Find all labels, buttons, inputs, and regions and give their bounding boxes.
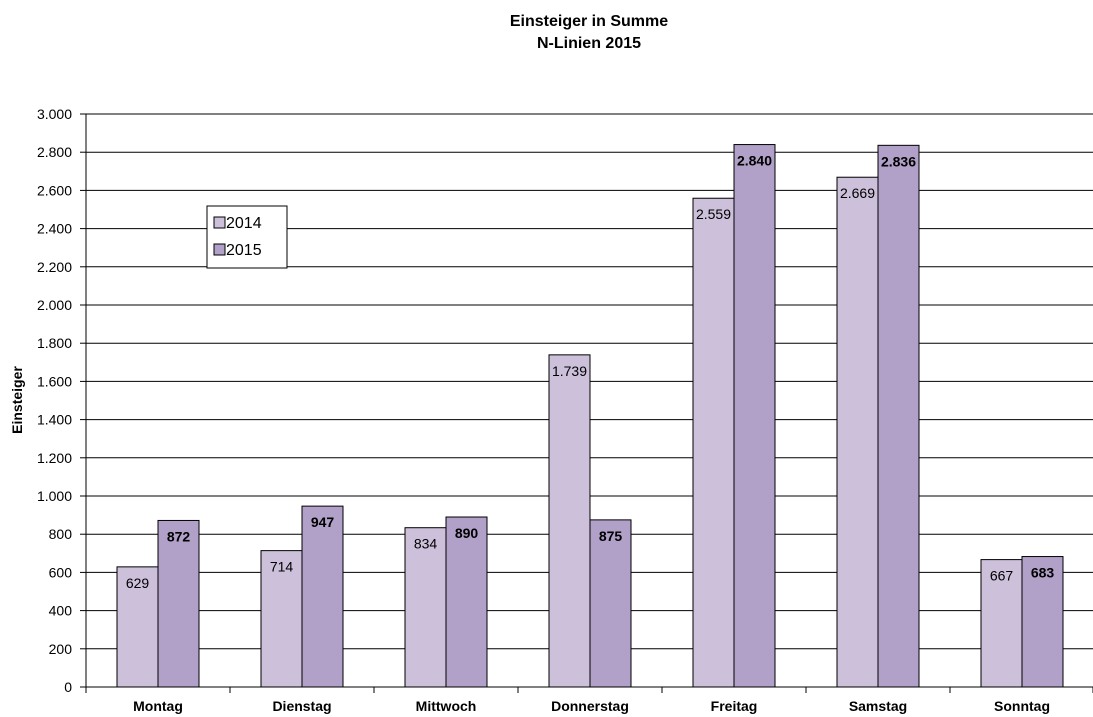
x-tick-label: Donnerstag: [551, 698, 629, 714]
x-tick-label: Freitag: [711, 698, 758, 714]
bar-2014-freitag: [692, 197, 735, 688]
chart-title-line-2: N-Linien 2015: [537, 35, 641, 52]
data-label-2015-mittwoch: 890: [455, 525, 479, 541]
y-tick-label: 1.000: [37, 488, 72, 504]
data-label-2014-mittwoch: 834: [414, 536, 438, 552]
bar-2015-freitag: [733, 144, 776, 688]
y-tick-label: 2.400: [37, 221, 72, 237]
y-tick-label: 800: [49, 526, 73, 542]
x-tick-label: Montag: [133, 698, 183, 714]
bar-2015-mittwoch: [445, 516, 488, 688]
data-label-2015-samstag: 2.836: [881, 153, 916, 169]
data-label-2015-donnerstag: 875: [599, 528, 623, 544]
bar-2015-sonntag: [1021, 556, 1064, 688]
legend-label-2015: 2015: [226, 242, 262, 259]
bar-2015-montag: [157, 519, 200, 688]
bar-2014-montag: [116, 566, 159, 688]
data-label-2014-samstag: 2.669: [840, 185, 875, 201]
bar-2014-samstag: [836, 176, 879, 688]
data-label-2014-freitag: 2.559: [696, 206, 731, 222]
y-tick-label: 0: [64, 679, 72, 695]
data-labels: 629 872 714 947 834 890 1.739 875 2.559 2.840 2.66…: [126, 153, 1055, 591]
bar-2015-dienstag: [301, 505, 344, 688]
y-tick-label: 1.400: [37, 412, 72, 428]
legend-swatch-2015: [213, 243, 226, 256]
y-tick-label: 1.800: [37, 335, 72, 351]
y-tick-label: 2.600: [37, 182, 72, 198]
bar-2014-sonntag: [980, 559, 1023, 688]
legend-label-2014: 2014: [226, 215, 262, 232]
y-tick-label: 200: [49, 641, 73, 657]
data-label-2014-sonntag: 667: [990, 568, 1014, 584]
data-label-2014-montag: 629: [126, 575, 150, 591]
data-label-2015-montag: 872: [167, 528, 191, 544]
bar-2015-donnerstag: [589, 519, 632, 688]
legend-swatch-2014: [213, 216, 226, 229]
legend-box: [206, 205, 288, 269]
data-label-2015-sonntag: 683: [1031, 565, 1055, 581]
bar-2015-samstag: [877, 144, 920, 688]
data-label-2014-dienstag: 714: [270, 559, 294, 575]
chart-title-line-1: Einsteiger in Summe: [510, 13, 668, 30]
y-tick-label: 400: [49, 603, 73, 619]
y-tick-label: 2.000: [37, 297, 72, 313]
x-tick-label: Mittwoch: [416, 698, 477, 714]
y-tick-label: 2.800: [37, 144, 72, 160]
y-tick-label: 3.000: [37, 106, 72, 122]
x-axis: Montag Dienstag Mittwoch Donnerstag Freitag S…: [85, 114, 1093, 714]
bar-2014-mittwoch: [404, 527, 447, 688]
bar-2014-dienstag: [260, 550, 303, 688]
y-tick-label: 1.200: [37, 450, 72, 466]
bars: [116, 144, 1064, 688]
y-tick-label: 2.200: [37, 259, 72, 275]
data-label-2015-freitag: 2.840: [737, 153, 772, 169]
x-tick-label: Dienstag: [272, 698, 331, 714]
y-tick-label: 1.600: [37, 373, 72, 389]
legend: 2014 2015: [206, 205, 288, 269]
data-label-2014-donnerstag: 1.739: [552, 363, 587, 379]
x-tick-label: Sonntag: [994, 698, 1050, 714]
y-axis-ticks: 0 200 400 600 800 1.000 1.200 1.400 1.600 1.800 2.…: [37, 106, 86, 695]
y-tick-label: 600: [49, 564, 73, 580]
y-axis-label: Einsteiger: [9, 366, 25, 434]
x-tick-label: Samstag: [849, 698, 907, 714]
bar-2014-donnerstag: [548, 354, 591, 688]
data-label-2015-dienstag: 947: [311, 514, 335, 530]
